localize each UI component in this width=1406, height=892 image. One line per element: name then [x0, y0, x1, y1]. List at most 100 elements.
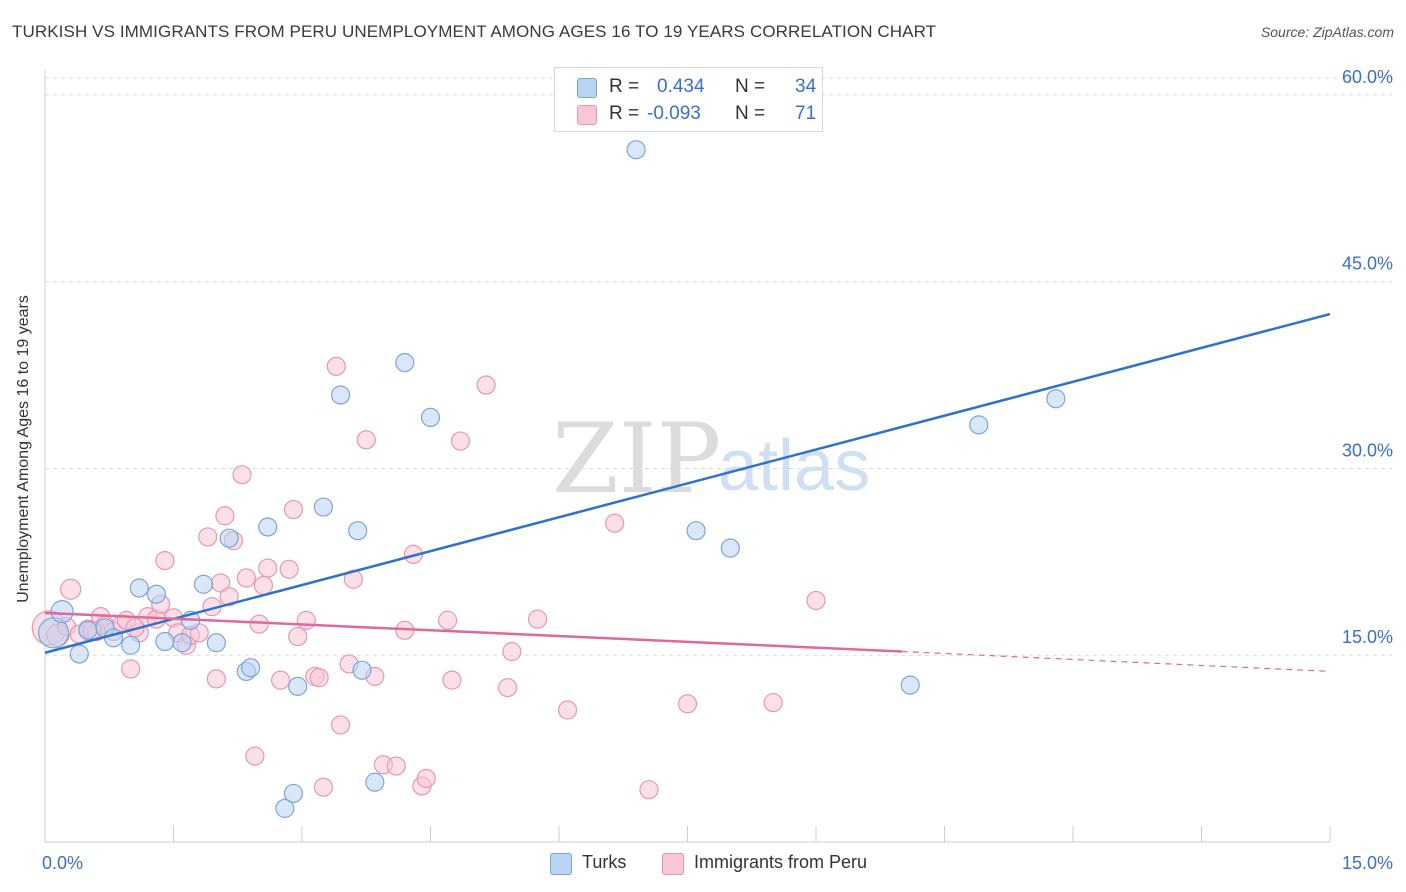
peru-point [283, 499, 304, 520]
turks-series [37, 140, 1066, 818]
peru-point [502, 641, 522, 662]
turks-trend-line [44, 312, 1331, 654]
tick-labels: 15.0% 30.0% 45.0% 60.0% 0.0% 15.0% [42, 67, 1393, 873]
turks-point [395, 353, 415, 373]
legend-r-value-peru: -0.093 [647, 103, 701, 124]
x-tick-label-min: 0.0% [42, 853, 83, 873]
peru-point [557, 700, 578, 720]
peru-point [527, 609, 548, 629]
peru-point [639, 780, 659, 800]
turks-point [78, 620, 98, 640]
legend-n-value-turks: 34 [795, 76, 817, 97]
series-legend-swatch-peru [662, 853, 684, 875]
legend-swatch-peru [577, 105, 597, 125]
turks-point [969, 415, 989, 435]
peru-point [253, 575, 274, 596]
watermark-zip: ZIP [552, 403, 721, 515]
y-tick-label: 30.0% [1342, 440, 1393, 460]
peru-point [236, 568, 256, 588]
turks-point [275, 798, 295, 818]
turks-point [330, 385, 351, 405]
turks-point [121, 635, 141, 655]
legend-r-value-turks: 0.434 [657, 76, 705, 97]
watermark-atlas: atlas [718, 426, 870, 506]
turks-point [129, 578, 149, 598]
turks-point [283, 783, 304, 804]
turks-point [206, 633, 226, 653]
turks-point [219, 528, 239, 548]
y-tick-label: 15.0% [1342, 627, 1393, 647]
peru-point [677, 694, 698, 714]
turks-point [172, 633, 192, 653]
y-tick-label: 60.0% [1342, 67, 1393, 87]
peru-point [330, 715, 351, 735]
y-axis-label: Unemployment Among Ages 16 to 19 years [15, 295, 32, 603]
watermark: ZIP atlas [552, 403, 870, 515]
series-legend-label-peru: Immigrants from Peru [694, 852, 868, 872]
series-legend-label-turks: Turks [582, 852, 627, 872]
chart-title: TURKISH VS IMMIGRANTS FROM PERU UNEMPLOY… [12, 22, 937, 41]
peru-point [215, 506, 235, 526]
peru-point [416, 768, 436, 789]
correlation-legend: R = 0.434 N = 34 R = -0.093 N = 71 [554, 67, 823, 132]
x-tick-label-max: 15.0% [1342, 853, 1393, 873]
legend-n-label-peru: N = [735, 103, 766, 124]
trend-lines [44, 312, 1331, 673]
peru-point [258, 558, 278, 578]
turks-point [146, 584, 166, 604]
peru-trend-line [44, 611, 902, 653]
turks-point [103, 628, 124, 648]
turks-point [420, 407, 441, 427]
peru-point [309, 668, 329, 688]
peru-point [313, 777, 334, 797]
legend-n-value-peru: 71 [795, 103, 817, 124]
peru-point [498, 677, 518, 698]
peru-point [249, 614, 269, 634]
turks-point [626, 140, 646, 160]
peru-point [219, 587, 239, 607]
turks-point [348, 521, 368, 541]
turks-point [720, 538, 740, 558]
legend-r-label-turks: R = [609, 76, 640, 97]
turks-point [155, 631, 175, 652]
peru-point [60, 578, 82, 600]
peru-point [279, 559, 299, 579]
peru-point [442, 670, 462, 690]
peru-point [438, 610, 458, 630]
legend-r-label-peru: R = [609, 103, 640, 124]
turks-point [900, 675, 920, 695]
turks-point [50, 600, 74, 624]
peru-point [450, 431, 471, 451]
legend-n-label-turks: N = [735, 76, 766, 97]
turks-point [193, 574, 214, 594]
axes-layer [44, 70, 1331, 843]
peru-trend-extension [901, 650, 1331, 673]
peru-point [763, 692, 783, 713]
y-tick-label: 45.0% [1342, 254, 1393, 274]
peru-point [296, 610, 316, 630]
peru-point [356, 430, 376, 450]
turks-point [288, 676, 308, 696]
turks-point [258, 517, 278, 537]
peru-point [476, 375, 496, 395]
peru-point [270, 670, 291, 690]
turks-point [313, 497, 334, 517]
peru-point [386, 756, 406, 776]
source-label: Source: ZipAtlas.com [1260, 24, 1394, 40]
peru-point [806, 590, 826, 611]
peru-point [198, 527, 218, 547]
peru-point [605, 513, 625, 533]
peru-point [288, 626, 308, 647]
peru-point [206, 669, 226, 689]
turks-point [352, 660, 372, 680]
turks-point [241, 658, 261, 678]
turks-point [1046, 389, 1066, 409]
turks-point [365, 772, 385, 792]
turks-point [69, 644, 89, 664]
series-legend-swatch-turks [550, 853, 572, 875]
peru-point [245, 746, 265, 766]
peru-point [326, 356, 346, 376]
peru-point [121, 659, 141, 679]
legend-swatch-turks [577, 78, 597, 98]
